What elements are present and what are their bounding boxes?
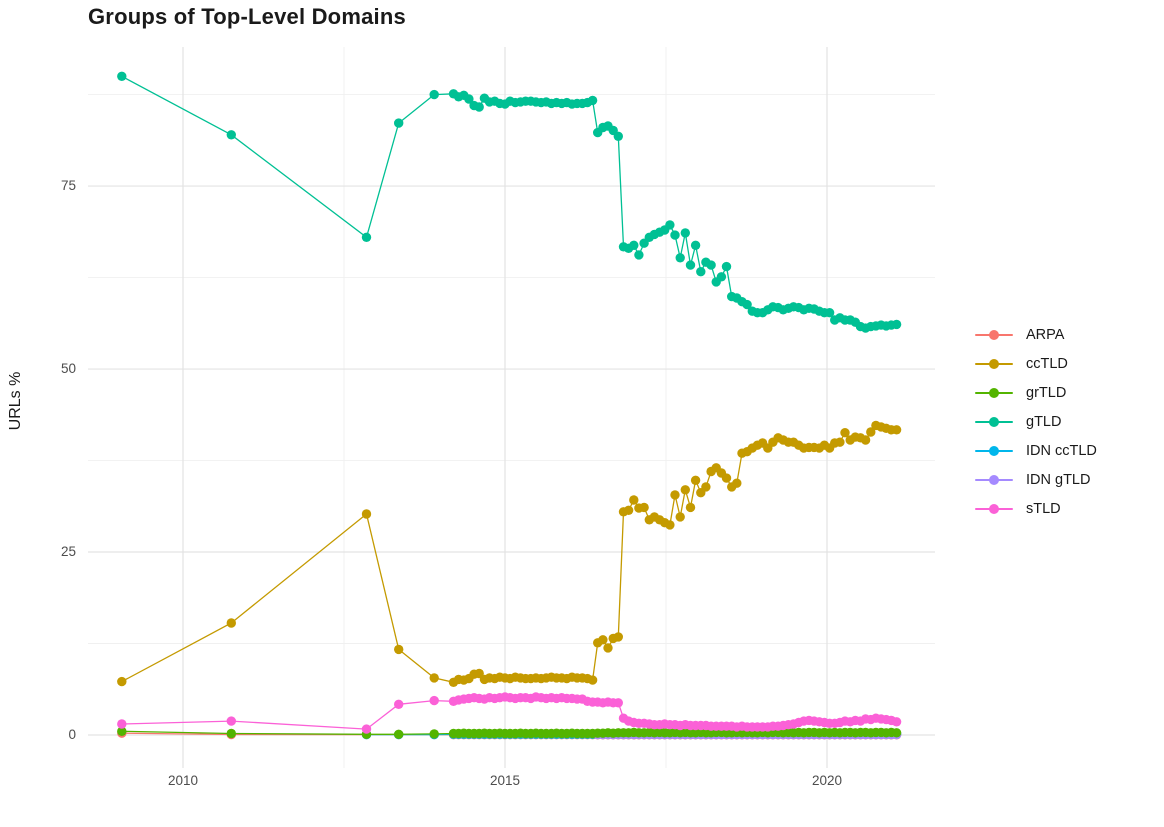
legend-label: gTLD bbox=[1026, 413, 1062, 430]
legend-label: grTLD bbox=[1026, 384, 1067, 401]
y-tick-75: 75 bbox=[60, 178, 76, 193]
legend-item-cctld: ccTLD bbox=[975, 349, 1097, 378]
legend-item-gtld: gTLD bbox=[975, 407, 1097, 436]
legend-key-stld bbox=[975, 502, 1013, 516]
legend-item-idn-gtld: IDN gTLD bbox=[975, 465, 1097, 494]
legend-label: IDN ccTLD bbox=[1026, 442, 1097, 459]
x-tick-2020: 2020 bbox=[811, 773, 843, 788]
y-tick-50: 50 bbox=[60, 361, 76, 376]
legend-key-grtld bbox=[975, 386, 1013, 400]
y-tick-25: 25 bbox=[60, 544, 76, 559]
legend-label: ARPA bbox=[1026, 326, 1065, 343]
legend-key-cctld bbox=[975, 357, 1013, 371]
legend-label: IDN gTLD bbox=[1026, 471, 1091, 488]
legend-item-idn-cctld: IDN ccTLD bbox=[975, 436, 1097, 465]
legend-key-idn-gtld bbox=[975, 473, 1013, 487]
legend-label: ccTLD bbox=[1026, 355, 1068, 372]
legend-item-stld: sTLD bbox=[975, 494, 1097, 523]
legend-item-arpa: ARPA bbox=[975, 320, 1097, 349]
legend-label: sTLD bbox=[1026, 500, 1061, 517]
chart-title: Groups of Top-Level Domains bbox=[88, 4, 406, 29]
legend-key-idn-cctld bbox=[975, 444, 1013, 458]
legend-key-gtld bbox=[975, 415, 1013, 429]
y-axis-title: URLs % bbox=[7, 371, 24, 431]
legend: ARPA ccTLD grTLD gTLD IDN ccTLD IDN gTLD… bbox=[975, 320, 1097, 523]
legend-item-grtld: grTLD bbox=[975, 378, 1097, 407]
x-tick-2015: 2015 bbox=[489, 773, 521, 788]
x-tick-2010: 2010 bbox=[167, 773, 199, 788]
legend-key-arpa bbox=[975, 328, 1013, 342]
y-tick-0: 0 bbox=[68, 727, 76, 742]
